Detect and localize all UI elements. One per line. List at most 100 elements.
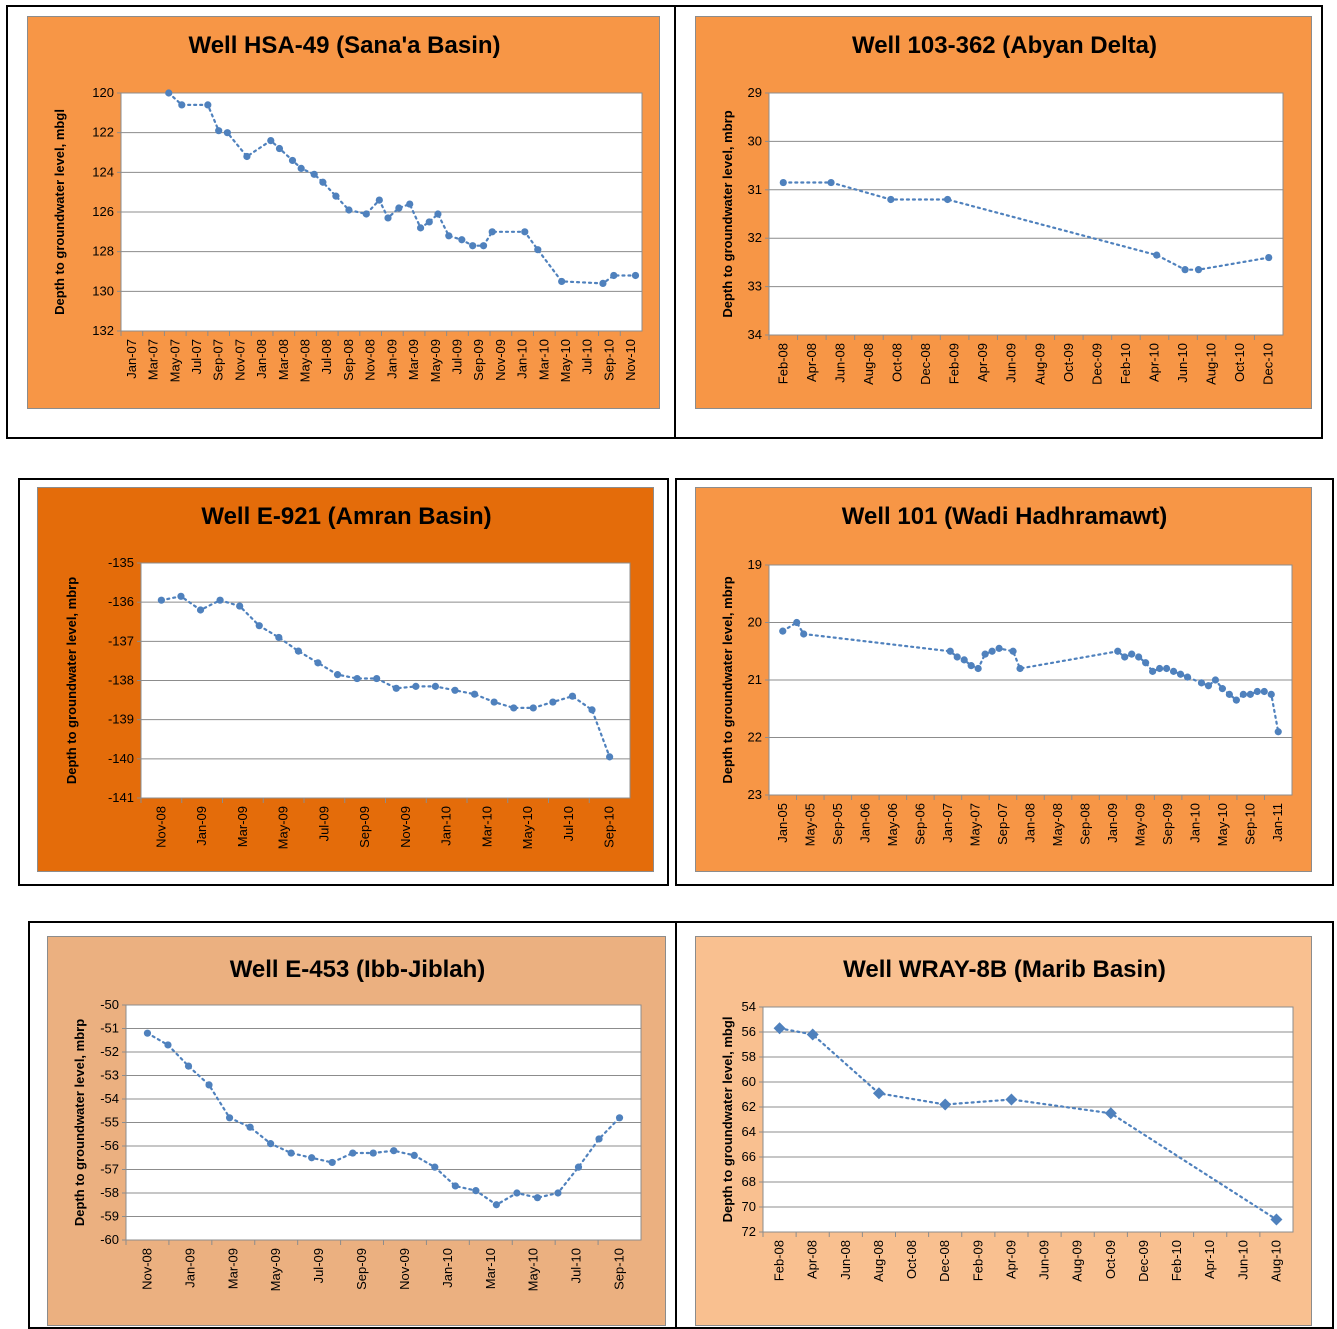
data-point (196, 606, 205, 614)
x-tick-label: Sep-08 (341, 339, 356, 381)
chart-title: Well WRAY-8B (Marib Basin) (843, 956, 1166, 983)
chart-wray8b: Well WRAY-8B (Marib Basin) Depth to groun… (720, 956, 1294, 1282)
y-tick-label: -53 (100, 1068, 119, 1083)
x-tick-label: Apr-10 (1147, 343, 1162, 382)
y-tick-label: 33 (748, 279, 762, 294)
x-tick-label: Jan-09 (1105, 803, 1120, 843)
x-tick-label: Apr-08 (805, 1240, 820, 1279)
y-tick-label: 126 (92, 204, 114, 219)
x-tick-label: Nov-09 (398, 806, 413, 848)
data-point (1162, 664, 1171, 673)
data-point (431, 682, 440, 690)
x-tick-label: Jan-08 (1023, 803, 1038, 843)
data-point (1267, 690, 1275, 698)
x-tick-label: May-06 (885, 803, 900, 846)
plot-area (768, 92, 1284, 336)
x-tick-label: Jan-05 (775, 803, 790, 843)
x-tick-label: Jul-09 (449, 339, 464, 374)
y-tick-label: 21 (748, 672, 762, 687)
y-tick-label: -139 (108, 712, 134, 727)
data-point (779, 627, 787, 635)
x-tick-label: Jul-09 (316, 806, 331, 841)
x-tick-label: Sep-07 (211, 339, 226, 381)
chart-hsa49: Well HSA-49 (Sana'a Basin) Depth to groun… (52, 32, 643, 382)
data-point (178, 101, 186, 109)
data-point (204, 101, 212, 109)
chart-panel-hsa49: Well HSA-49 (Sana'a Basin) Depth to groun… (27, 16, 660, 409)
y-tick-label: 30 (748, 133, 762, 148)
y-tick-label: -59 (100, 1209, 119, 1224)
x-tick-label: Jul-10 (561, 806, 576, 841)
data-point (513, 1189, 521, 1197)
x-tick-label: May-10 (1215, 803, 1230, 846)
x-tick-label: Feb-09 (970, 1240, 985, 1281)
x-tick-label: Nov-10 (623, 339, 638, 381)
y-tick-label: 23 (748, 787, 762, 802)
data-point (246, 1123, 254, 1131)
y-tick-label: -50 (100, 997, 119, 1012)
data-point (297, 164, 305, 172)
data-point (328, 1158, 336, 1167)
x-tick-label: Aug-09 (1070, 1240, 1085, 1282)
y-tick-label: 68 (742, 1174, 756, 1189)
chart-panel-103-362: Well 103-362 (Abyan Delta) Depth to groun… (695, 16, 1312, 409)
x-tick-label: Mar-07 (146, 339, 161, 380)
data-point (451, 686, 459, 694)
data-point (793, 618, 801, 627)
data-point (267, 137, 275, 145)
data-point (1156, 664, 1164, 673)
data-point (392, 684, 400, 692)
y-tick-label: 31 (748, 182, 762, 197)
y-tick-label: -140 (108, 751, 134, 766)
y-tick-label: -55 (100, 1115, 119, 1130)
y-tick-label: 130 (92, 283, 114, 298)
x-tick-label: Sep-05 (830, 803, 845, 845)
data-point (939, 1098, 952, 1111)
data-point (1016, 664, 1024, 673)
y-tick-label: -60 (100, 1232, 119, 1247)
data-point (1121, 653, 1129, 661)
x-tick-label: May-10 (526, 1248, 541, 1291)
data-point (588, 706, 596, 714)
x-tick-label: Feb-09 (947, 343, 962, 384)
y-tick-label: 64 (742, 1124, 756, 1139)
data-point (1009, 647, 1017, 655)
data-point (384, 214, 392, 222)
data-point (349, 1149, 357, 1157)
data-point (1265, 253, 1273, 262)
x-tick-label: May-07 (167, 339, 182, 382)
x-tick-label: Oct-09 (1103, 1240, 1118, 1279)
data-point (953, 653, 961, 661)
x-tick-label: Apr-10 (1202, 1240, 1217, 1279)
x-tick-label: Feb-10 (1118, 343, 1133, 384)
x-tick-label: Jan-10 (515, 339, 530, 379)
data-point (362, 210, 370, 218)
data-point (606, 753, 614, 761)
data-point (412, 682, 420, 690)
data-point (425, 218, 433, 226)
x-tick-label: Jul-07 (189, 339, 204, 374)
x-tick-label: Mar-10 (483, 1248, 498, 1289)
data-point (806, 1028, 819, 1041)
x-tick-label: Jun-08 (832, 343, 847, 383)
x-tick-label: Sep-10 (612, 1248, 627, 1290)
data-point (410, 1151, 418, 1159)
y-tick-label: 124 (92, 164, 114, 179)
x-tick-label: May-07 (967, 803, 982, 846)
y-tick-label: 56 (742, 1024, 756, 1039)
data-point (1176, 670, 1185, 678)
y-tick-label: -138 (108, 673, 134, 688)
data-point (308, 1154, 316, 1162)
data-point (314, 659, 322, 667)
x-tick-label: Aug-09 (1032, 343, 1047, 385)
x-tick-label: Sep-06 (912, 803, 927, 845)
data-point (1149, 667, 1157, 675)
data-point (223, 129, 231, 137)
y-tick-label: -54 (100, 1091, 119, 1106)
data-point (599, 279, 607, 287)
x-tick-label: Jan-11 (1270, 803, 1285, 842)
chart-panel-e921: Well E-921 (Amran Basin) Depth to groundw… (37, 487, 654, 872)
data-point (558, 277, 566, 286)
data-point (615, 1114, 624, 1122)
x-tick-label: Oct-08 (890, 343, 905, 382)
